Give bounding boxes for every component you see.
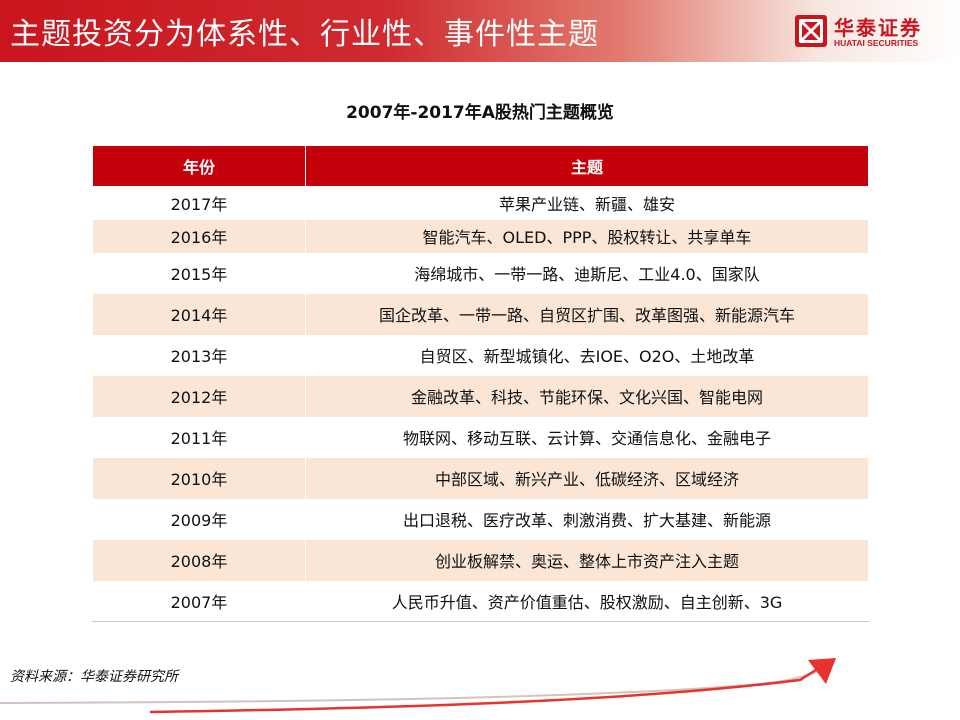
theme-cell: 创业板解禁、奥运、整体上市资产注入主题 (305, 539, 869, 581)
table-row: 2016年 智能汽车、OLED、PPP、股权转让、共享单车 (92, 219, 869, 253)
huatai-logo-icon (795, 15, 827, 47)
theme-cell: 金融改革、科技、节能环保、文化兴国、智能电网 (305, 375, 869, 417)
arrow-head-icon (808, 658, 836, 684)
theme-cell: 国企改革、一带一路、自贸区扩围、改革图强、新能源汽车 (305, 293, 869, 335)
table-row: 2011年 物联网、移动互联、云计算、交通信息化、金融电子 (92, 416, 869, 458)
year-cell: 2015年 (92, 252, 306, 294)
year-cell: 2007年 (92, 580, 306, 622)
theme-cell: 智能汽车、OLED、PPP、股权转让、共享单车 (305, 219, 869, 253)
column-header-theme: 主题 (305, 145, 869, 187)
source-note: 资料来源：华泰证券研究所 (10, 669, 178, 685)
themes-table: 年份 主题 2017年 苹果产业链、新疆、雄安 2016年 智能汽车、OLED、… (92, 145, 869, 622)
table-header-row: 年份 主题 (92, 145, 869, 187)
table-title: 2007年-2017年A股热门主题概览 (346, 103, 614, 123)
title-bar: 主题投资分为体系性、行业性、事件性主题 华泰证券 HUATAI SECURITI… (0, 0, 960, 62)
table-row: 2014年 国企改革、一带一路、自贸区扩围、改革图强、新能源汽车 (92, 293, 869, 335)
theme-cell: 自贸区、新型城镇化、去IOE、O2O、土地改革 (305, 334, 869, 376)
theme-cell: 人民币升值、资产价值重估、股权激励、自主创新、3G (305, 580, 869, 622)
table-row: 2009年 出口退税、医疗改革、刺激消费、扩大基建、新能源 (92, 498, 869, 540)
table-row: 2010年 中部区域、新兴产业、低碳经济、区域经济 (92, 457, 869, 499)
table-row: 2012年 金融改革、科技、节能环保、文化兴国、智能电网 (92, 375, 869, 417)
huatai-logo: 华泰证券 HUATAI SECURITIES (794, 12, 944, 52)
theme-cell: 出口退税、医疗改革、刺激消费、扩大基建、新能源 (305, 498, 869, 540)
theme-cell: 海绵城市、一带一路、迪斯尼、工业4.0、国家队 (305, 252, 869, 294)
table-row: 2013年 自贸区、新型城镇化、去IOE、O2O、土地改革 (92, 334, 869, 376)
column-header-year: 年份 (92, 145, 306, 187)
year-cell: 2017年 (92, 186, 306, 220)
year-cell: 2011年 (92, 416, 306, 458)
year-cell: 2008年 (92, 539, 306, 581)
year-cell: 2016年 (92, 219, 306, 253)
year-cell: 2014年 (92, 293, 306, 335)
decorative-swoosh (0, 658, 836, 714)
page-title: 主题投资分为体系性、行业性、事件性主题 (10, 17, 599, 52)
theme-cell: 物联网、移动互联、云计算、交通信息化、金融电子 (305, 416, 869, 458)
theme-cell: 中部区域、新兴产业、低碳经济、区域经济 (305, 457, 869, 499)
logo-text-cn: 华泰证券 (834, 16, 922, 40)
logo-text-en: HUATAI SECURITIES (834, 38, 919, 48)
theme-cell: 苹果产业链、新疆、雄安 (305, 186, 869, 220)
table-row: 2017年 苹果产业链、新疆、雄安 (92, 186, 869, 220)
year-cell: 2010年 (92, 457, 306, 499)
year-cell: 2013年 (92, 334, 306, 376)
table-row: 2007年 人民币升值、资产价值重估、股权激励、自主创新、3G (92, 580, 869, 622)
table-row: 2008年 创业板解禁、奥运、整体上市资产注入主题 (92, 539, 869, 581)
year-cell: 2009年 (92, 498, 306, 540)
table-row: 2015年 海绵城市、一带一路、迪斯尼、工业4.0、国家队 (92, 252, 869, 294)
year-cell: 2012年 (92, 375, 306, 417)
